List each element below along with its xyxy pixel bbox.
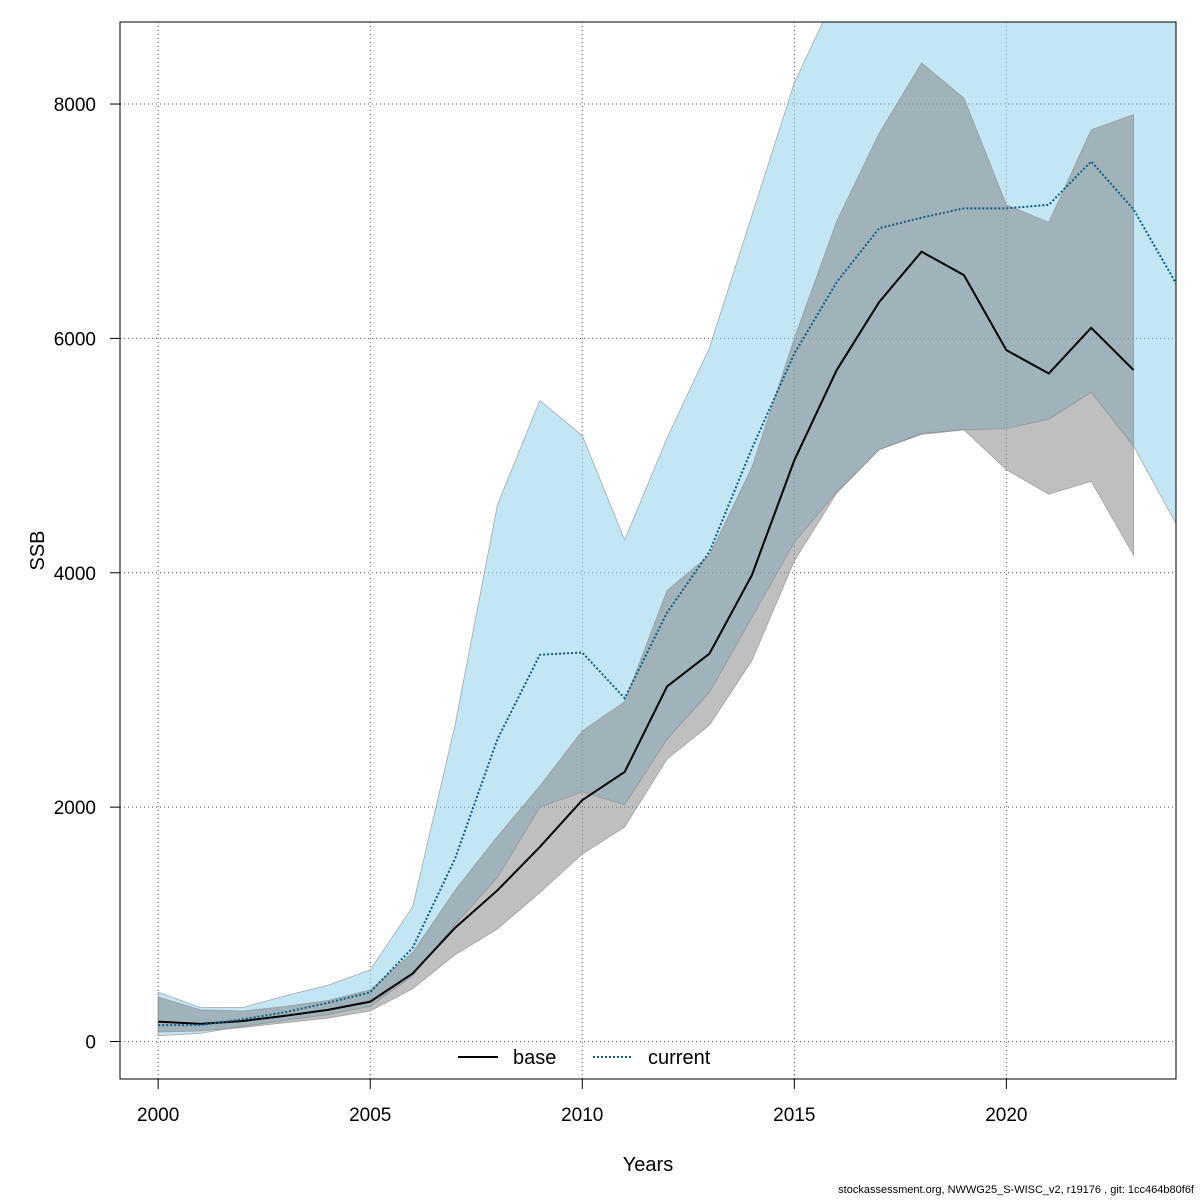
footer-source-text: stockassessment.org, NWWG25_S-WISC_v2, r… bbox=[838, 1184, 1194, 1196]
y-axis-title: SSB bbox=[27, 530, 49, 570]
confidence-band-current bbox=[157, 22, 1176, 1037]
legend-label-base: base bbox=[513, 1047, 556, 1069]
x-tick-label-2020: 2020 bbox=[985, 1105, 1027, 1126]
series-line-current bbox=[158, 159, 1176, 1027]
y-tick-label-6000: 6000 bbox=[54, 329, 96, 350]
x-tick-label-2010: 2010 bbox=[561, 1105, 603, 1126]
confidence-bands bbox=[157, 22, 1176, 1037]
y-tick-label-0: 0 bbox=[85, 1033, 96, 1054]
confidence-band-base bbox=[157, 62, 1134, 1033]
x-tick-label-2015: 2015 bbox=[773, 1105, 815, 1126]
legend-label-current: current bbox=[648, 1047, 711, 1069]
series-line-base bbox=[158, 250, 1135, 1025]
x-tick-label-2005: 2005 bbox=[349, 1105, 391, 1126]
y-tick-label-8000: 8000 bbox=[54, 95, 96, 116]
plot-frame bbox=[119, 21, 1177, 1080]
y-tick-label-2000: 2000 bbox=[54, 798, 96, 819]
y-tick-label-4000: 4000 bbox=[54, 564, 96, 585]
x-axis-title: Years bbox=[623, 1154, 673, 1176]
legend: base current bbox=[458, 1047, 711, 1069]
x-tick-label-2000: 2000 bbox=[137, 1105, 179, 1126]
series-lines bbox=[158, 159, 1176, 1027]
